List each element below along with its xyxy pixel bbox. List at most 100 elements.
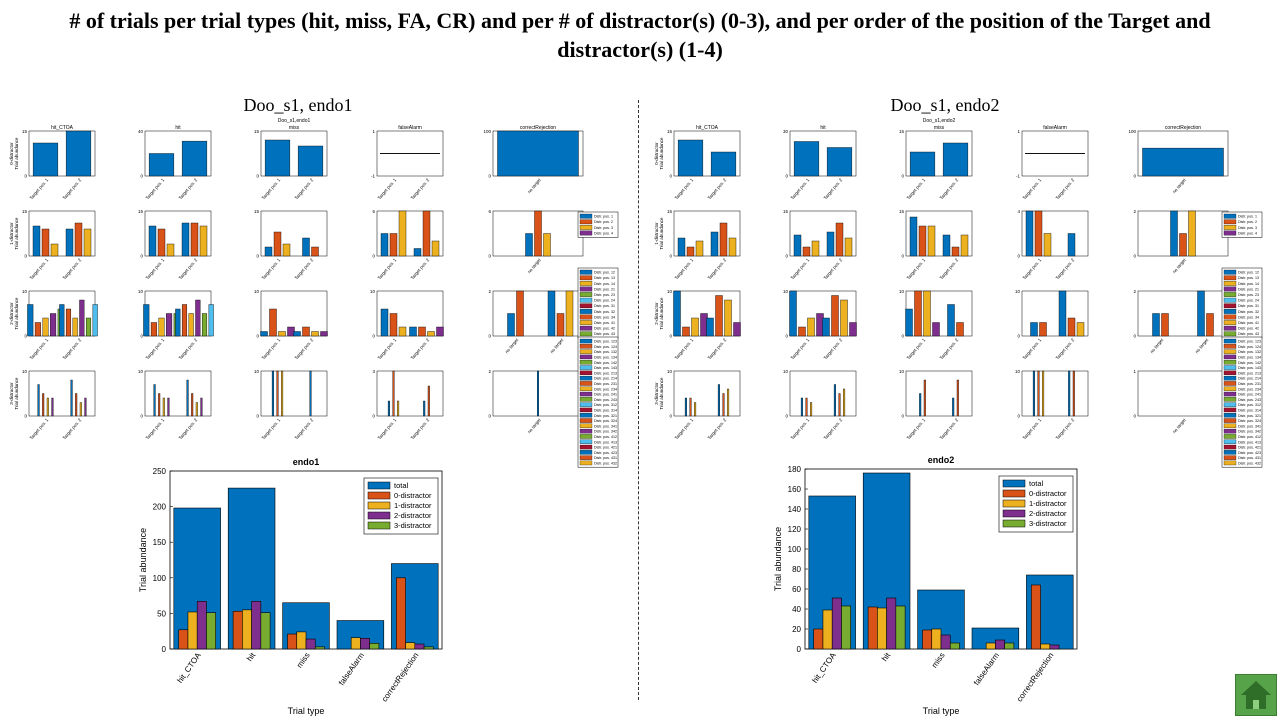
small-legend-swatch xyxy=(1223,391,1237,397)
small-legend-swatch xyxy=(1223,303,1237,309)
mini-y-tick: 0 xyxy=(24,174,27,179)
mini-x-tick: Target pos. 1 xyxy=(145,257,166,281)
mini-bar xyxy=(79,402,82,417)
small-legend-swatch xyxy=(579,297,593,303)
bar-0-distractor xyxy=(232,610,243,650)
mini-bar xyxy=(150,322,157,337)
mini-x-tick: Target pos. 2 xyxy=(410,177,431,201)
mini-x-tick: Target pos. 1 xyxy=(29,417,50,441)
mini-y-tick: 1 xyxy=(1017,129,1020,134)
mini-y-tick: 100 xyxy=(483,129,491,134)
bar-0-distractor xyxy=(1031,584,1041,650)
small-legend-swatch xyxy=(1223,439,1237,444)
y-tick-label: 80 xyxy=(792,565,801,574)
mini-bar xyxy=(74,222,83,257)
small-legend-label: Distr. pos. 342 xyxy=(1238,430,1261,434)
home-button[interactable] xyxy=(1235,674,1277,716)
mini-y-tick: 0 xyxy=(669,414,672,419)
mini-x-tick: Target pos. 2 xyxy=(939,417,960,441)
mini-y-tick: 15 xyxy=(22,209,28,214)
mini-y-tick: 15 xyxy=(254,129,260,134)
legend-label: 0-distractor xyxy=(394,491,432,500)
mini-bar xyxy=(297,145,324,177)
mini-bar xyxy=(278,331,286,337)
small-legend-label: Distr. pos. 421 xyxy=(1238,446,1261,450)
mini-x-tick: Target pos. 1 xyxy=(145,417,166,441)
mini-bar xyxy=(302,326,310,337)
small-legend-swatch xyxy=(579,275,593,281)
mini-y-tick: 0 xyxy=(24,254,27,259)
mini-y-tick: 15 xyxy=(667,129,673,134)
mini-bar xyxy=(919,393,922,417)
mini-bar xyxy=(389,313,398,337)
mini-x-tick: no target xyxy=(549,337,565,354)
small-legend-label: Distr. pos. 412 xyxy=(594,435,617,439)
bar-2-distractor xyxy=(886,597,897,650)
y-tick-label: 20 xyxy=(792,625,801,634)
small-legend-swatch xyxy=(579,365,593,370)
small-legend-swatch xyxy=(579,292,593,297)
mini-axes xyxy=(376,370,444,417)
mini-bar xyxy=(264,139,291,177)
mini-bar xyxy=(835,222,844,257)
legend-label: total xyxy=(394,481,409,490)
y-tick-label: 0 xyxy=(162,645,167,654)
mini-y-tick: 15 xyxy=(254,209,260,214)
small-legend-label: Distr. pos. 124 xyxy=(1238,345,1261,349)
mini-bar xyxy=(947,304,955,337)
mini-bar xyxy=(397,400,400,417)
mini-bar xyxy=(423,400,426,417)
small-legend-label: Distr. pos. 34 xyxy=(594,315,615,319)
mini-bar xyxy=(148,225,157,257)
small-legend-label: Distr. pos. 42 xyxy=(1238,327,1259,331)
small-legend-swatch xyxy=(1223,375,1237,381)
small-legend-swatch xyxy=(579,386,593,391)
mini-y-tick: 0 xyxy=(372,414,375,419)
row-label: Trial abundance xyxy=(14,377,19,410)
small-legend-swatch xyxy=(579,360,593,365)
mini-y-tick: 0 xyxy=(669,174,672,179)
mini-x-tick: Target pos. 2 xyxy=(62,257,83,281)
small-legend-swatch xyxy=(1223,320,1237,325)
mini-bar xyxy=(418,326,426,337)
mini-x-tick: Target pos. 1 xyxy=(29,337,50,361)
small-legend-label: Distr. pos. 24 xyxy=(594,299,615,303)
legend-swatch xyxy=(367,501,391,510)
mini-x-tick: Target pos. 1 xyxy=(1022,417,1043,441)
mini-bar xyxy=(826,147,853,177)
mini-bar xyxy=(914,290,922,337)
legend-label: 0-distractor xyxy=(1029,489,1067,498)
bar-2-distractor xyxy=(360,638,370,650)
small-legend-label: Distr. pos. 412 xyxy=(1238,435,1261,439)
legend-swatch xyxy=(367,521,391,530)
y-tick-label: 180 xyxy=(788,465,802,474)
mini-y-tick: 0 xyxy=(256,334,259,339)
mini-y-tick: 2 xyxy=(1133,209,1136,214)
small-legend-label: Distr. pos. 2 xyxy=(1238,220,1257,224)
mini-bar xyxy=(960,234,969,257)
mini-bar xyxy=(826,231,835,257)
small-legend-label: Distr. pos. 312 xyxy=(594,403,617,407)
small-legend-swatch xyxy=(1223,370,1237,376)
legend-label: 1-distractor xyxy=(394,501,432,510)
small-legend-swatch xyxy=(1223,297,1237,303)
mini-bar xyxy=(260,331,268,337)
mini-bar xyxy=(516,290,524,337)
mini-bar xyxy=(380,233,389,257)
mini-y-tick: 10 xyxy=(138,369,144,374)
mini-bar xyxy=(83,228,92,257)
mini-x-tick: Target pos. 1 xyxy=(906,257,927,281)
mini-bar xyxy=(1179,233,1187,257)
mini-axes xyxy=(28,370,96,417)
mini-bar xyxy=(282,243,291,257)
mini-x-tick: Target pos. 2 xyxy=(178,337,199,361)
mini-bar xyxy=(793,141,820,177)
mini-y-tick: 10 xyxy=(138,289,144,294)
small-legend-label: Distr. pos. 13 xyxy=(1238,276,1259,280)
mini-y-tick: 0 xyxy=(140,334,143,339)
x-tick-label: correctRejection xyxy=(1015,651,1056,704)
mini-bar xyxy=(208,304,214,337)
mini-x-tick: Target pos. 2 xyxy=(707,257,728,281)
mini-x-tick: Target pos. 2 xyxy=(939,337,960,361)
mini-bar xyxy=(565,290,574,337)
